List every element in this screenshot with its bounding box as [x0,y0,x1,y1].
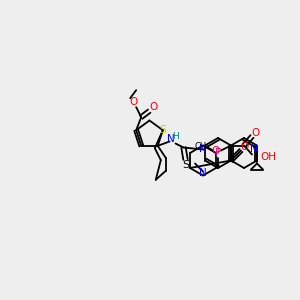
Text: S: S [182,160,189,170]
Text: H: H [172,132,179,141]
Text: N: N [199,167,207,178]
Text: S: S [159,125,167,135]
Text: O: O [129,97,137,107]
Text: F: F [215,148,221,158]
Text: O: O [212,146,220,155]
Text: OH: OH [260,152,276,163]
Text: O: O [252,128,260,137]
Text: CH₃: CH₃ [194,142,210,151]
Text: N: N [199,143,207,154]
Text: O: O [149,102,157,112]
Text: N: N [250,145,258,154]
Text: O: O [241,142,249,152]
Text: N: N [167,134,174,145]
